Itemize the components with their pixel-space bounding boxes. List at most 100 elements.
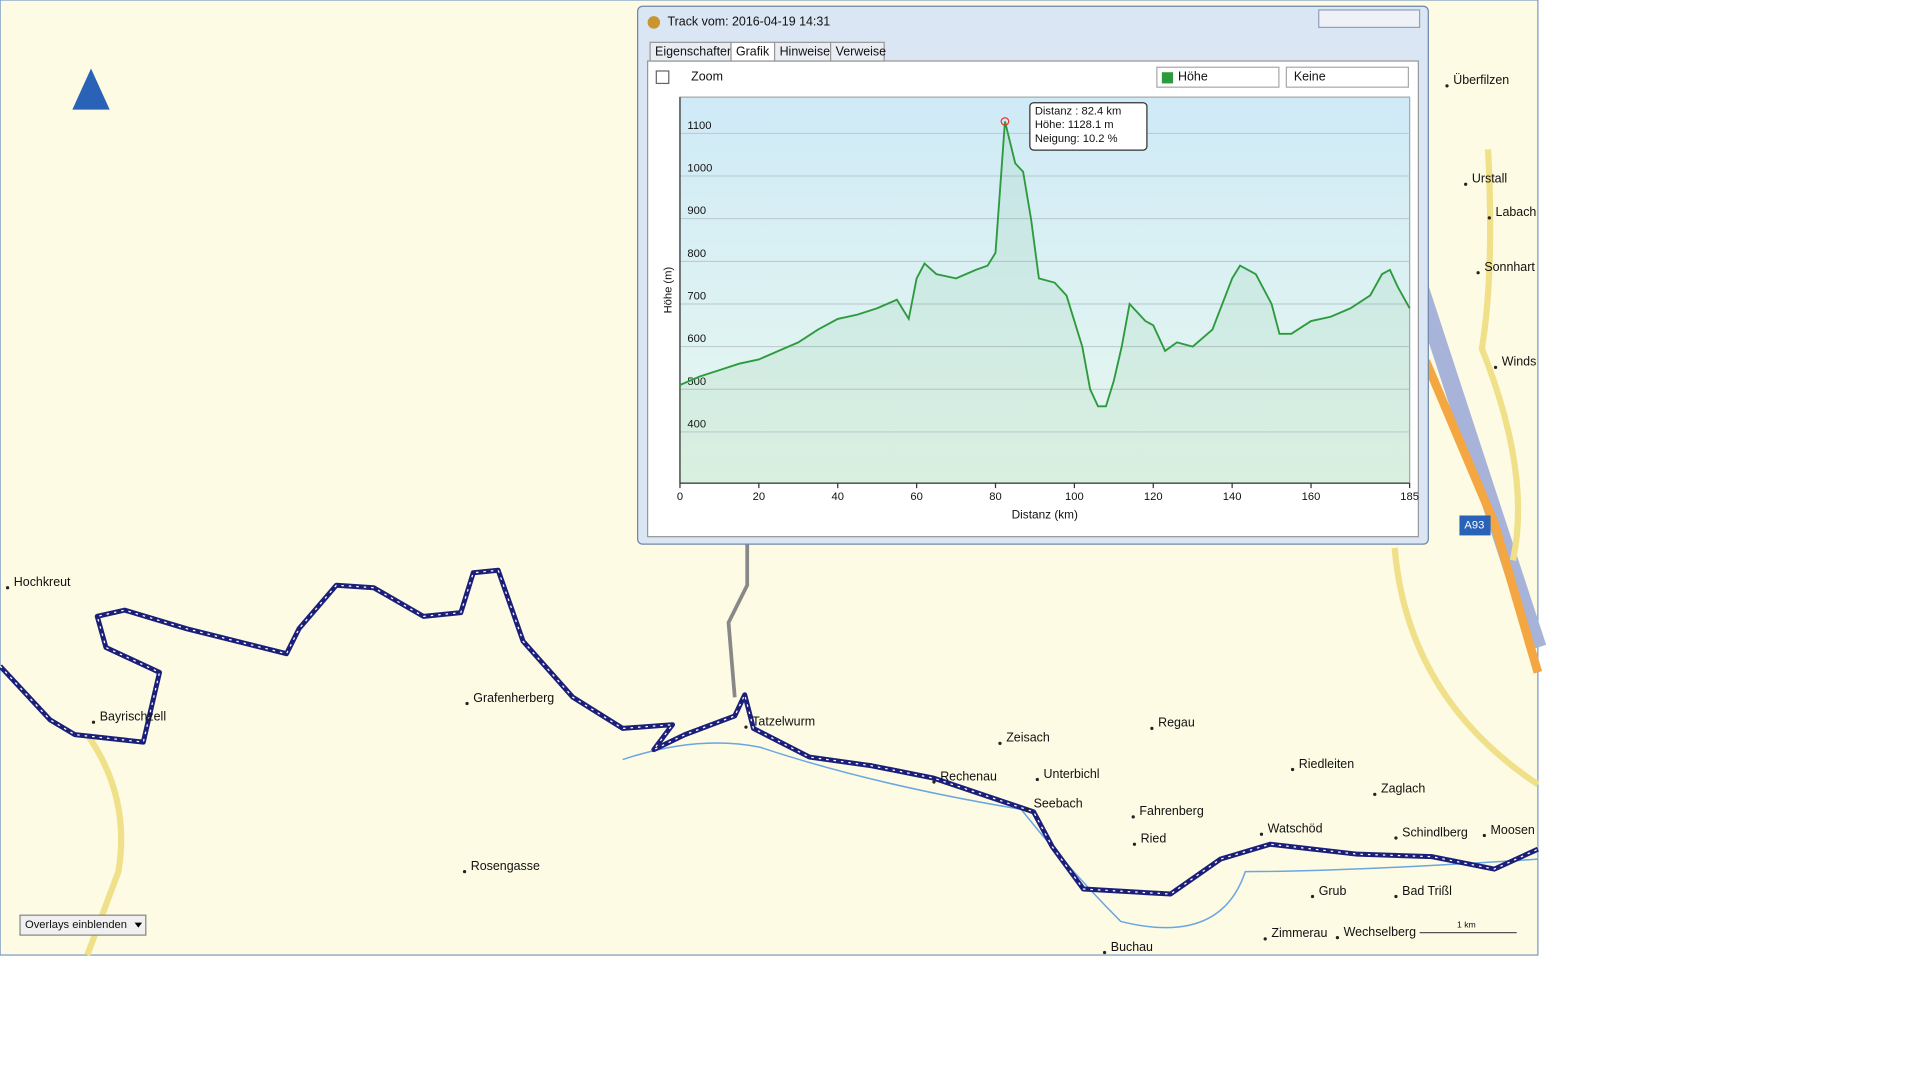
stream: [622, 742, 1538, 929]
x-tick-label: 0: [677, 491, 683, 503]
road: [726, 544, 750, 698]
tooltip-line: Distanz : 82.4 km: [1035, 105, 1121, 117]
y-tick-label: 1000: [687, 163, 712, 175]
tooltip-line: Höhe: 1128.1 m: [1035, 119, 1114, 131]
place-label: Rechenau: [940, 769, 997, 783]
place-label: Moosen: [1491, 823, 1535, 837]
road-shield: [1459, 515, 1491, 536]
place-label: Tatzelwurm: [752, 714, 815, 728]
place-label: Labach: [1496, 205, 1537, 219]
place-label: Fahrenberg: [1139, 804, 1203, 818]
place-label: Rosengasse: [471, 859, 540, 873]
select-second[interactable]: [1285, 66, 1410, 88]
place-dot: [1493, 365, 1498, 369]
place-label: Grafenherberg: [473, 691, 554, 705]
select-series-text: Höhe: [1178, 69, 1208, 83]
place-label: Überfilzen: [1453, 73, 1509, 87]
place-dot: [1310, 894, 1315, 899]
place-dot: [1464, 182, 1468, 186]
place-dot: [1290, 767, 1295, 772]
y-tick-label: 900: [687, 205, 706, 217]
river: [1411, 283, 1547, 651]
overlay-text: Overlays einblenden: [25, 919, 127, 931]
track-window: Track vom: 2016-04-19 14:31 Eigenschafte…: [637, 5, 1429, 545]
tab[interactable]: [830, 41, 885, 62]
tab-label: Verweise: [836, 45, 887, 59]
place-dot: [1476, 271, 1480, 275]
place-dot: [1373, 792, 1377, 797]
overlay-select[interactable]: Overlays einblenden: [19, 914, 147, 936]
place-dot: [744, 725, 748, 729]
tooltip: [1029, 102, 1148, 151]
area: [679, 121, 1410, 484]
x-tick-label: 185: [1400, 491, 1419, 503]
place-label: Ried: [1141, 832, 1167, 846]
place-dot: [1394, 894, 1398, 899]
place-dot: [462, 869, 467, 874]
place-dot: [932, 780, 936, 784]
tooltip-line: Neigung: 10.2 %: [1035, 133, 1118, 145]
place-label: Seebach: [1034, 797, 1083, 811]
place-dot: [1482, 833, 1486, 838]
road: [1478, 149, 1522, 561]
place-dot: [1131, 815, 1135, 819]
x-tick-label: 100: [1065, 491, 1084, 503]
x-tick-label: 60: [910, 491, 922, 503]
place-label: Zimmerau: [1271, 926, 1327, 940]
place-label: Bad Trißl: [1402, 884, 1452, 898]
x-axis-label: Distanz (km): [1012, 508, 1078, 522]
place-dot: [1335, 935, 1340, 940]
cursor-point: [1000, 117, 1010, 126]
place-dot: [465, 701, 469, 706]
place-dot: [1025, 807, 1029, 811]
y-tick-label: 400: [687, 418, 706, 430]
place-label: Urstall: [1472, 172, 1507, 186]
place-label: Sonnhart: [1484, 260, 1535, 274]
tab-label: Hinweise: [780, 45, 831, 59]
tab-label: Grafik: [736, 45, 770, 59]
place-label: Zeisach: [1006, 731, 1050, 745]
place-dot: [1487, 216, 1491, 220]
window-icon: [647, 16, 661, 29]
place-dot: [1445, 84, 1449, 88]
y-tick-label: 1100: [687, 120, 711, 132]
x-tick-label: 140: [1223, 491, 1242, 503]
place-label: Unterbichl: [1044, 767, 1100, 781]
x-tick-label: 20: [753, 491, 765, 503]
place-label: Watschöd: [1268, 822, 1323, 836]
zoom-checkbox[interactable]: [655, 70, 670, 85]
y-tick-label: 800: [687, 248, 706, 260]
track[interactable]: [0, 567, 1539, 897]
y-tick-label: 600: [687, 333, 706, 345]
place-label: Schindlberg: [1402, 825, 1468, 839]
place-dot: [91, 720, 96, 724]
place-label: Regau: [1158, 716, 1195, 730]
place-dot: [998, 741, 1002, 745]
window-buttons[interactable]: [1318, 9, 1421, 29]
select-second-text: Keine: [1294, 69, 1326, 83]
place-label: Winds: [1502, 355, 1537, 369]
tab-label: Eigenschaften: [655, 45, 734, 59]
place-dot: [5, 586, 10, 590]
x-tick-label: 160: [1302, 491, 1321, 503]
place-dot: [1263, 937, 1267, 941]
place-label: Hochkreut: [14, 575, 71, 589]
x-tick-label: 40: [832, 491, 844, 503]
y-axis-label: Höhe (m): [663, 267, 675, 314]
place-label: Buchau: [1111, 940, 1153, 954]
y-tick-label: 700: [687, 290, 706, 302]
zoom-label: Zoom: [691, 69, 723, 83]
elevation-line: [679, 121, 1411, 408]
x-tick-label: 80: [989, 491, 1001, 503]
motorway: [1421, 359, 1543, 674]
place-label: Grub: [1319, 884, 1347, 898]
place-dot: [1035, 777, 1039, 782]
place-dot: [1132, 842, 1137, 846]
select-series[interactable]: [1156, 66, 1280, 88]
place-label: Riedleiten: [1299, 757, 1354, 771]
compass[interactable]: [72, 68, 110, 110]
road: [1391, 547, 1540, 788]
plot-area: [679, 96, 1411, 484]
place-dot: [1259, 832, 1264, 836]
road-label: A93: [1464, 519, 1484, 531]
